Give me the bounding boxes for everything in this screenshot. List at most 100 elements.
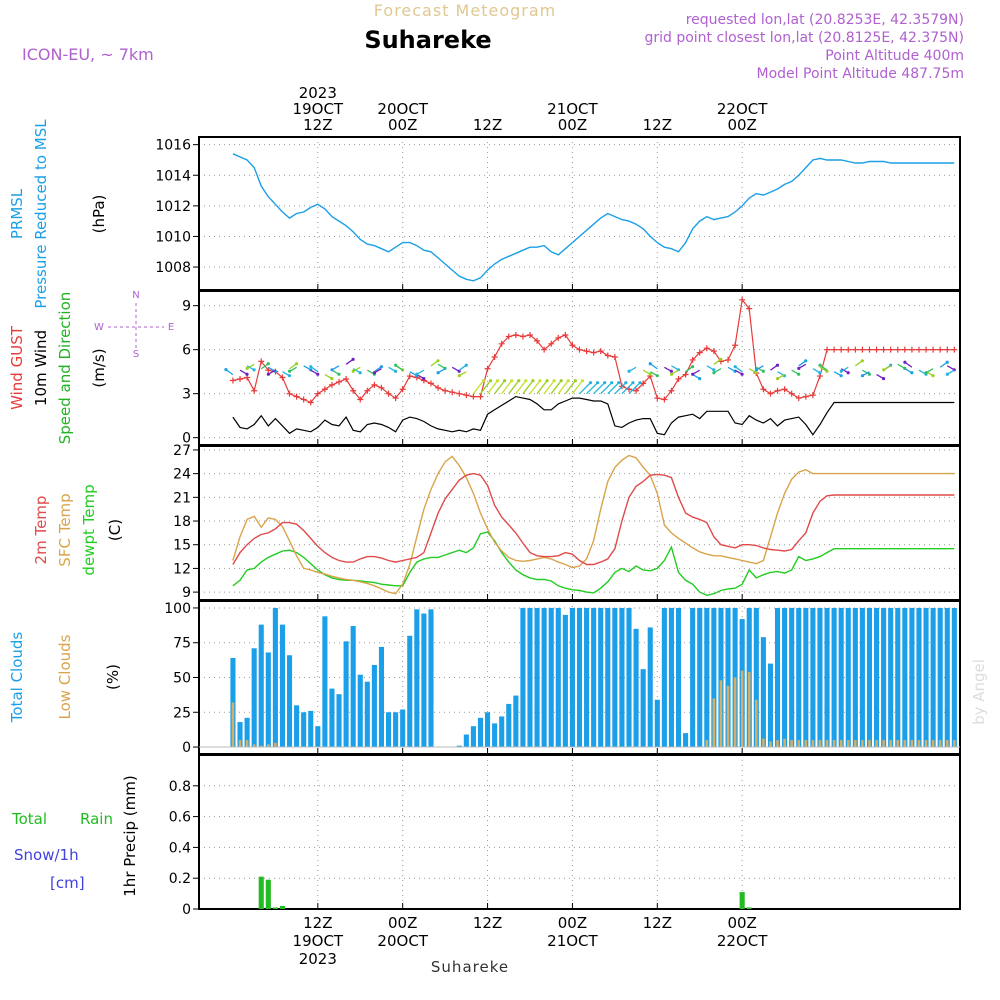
gust-marker bbox=[477, 393, 484, 400]
wind-label-10m: 10m Wind bbox=[32, 330, 50, 406]
wind-arrowhead bbox=[804, 359, 808, 363]
gust-marker bbox=[237, 376, 244, 382]
gust-marker bbox=[661, 396, 668, 403]
bottom-time-label: 12Z bbox=[643, 914, 672, 932]
wind-arrowhead bbox=[588, 381, 593, 385]
low-cloud-bar bbox=[705, 740, 709, 748]
wind-arrowhead bbox=[839, 374, 843, 378]
ytick-label: 25 bbox=[173, 705, 191, 721]
total-cloud-bar bbox=[930, 607, 936, 748]
gust-marker bbox=[788, 390, 795, 397]
gust-marker bbox=[583, 348, 590, 355]
wind-arrowhead bbox=[761, 369, 765, 373]
low-cloud-bar bbox=[924, 740, 928, 748]
total-cloud-bar bbox=[767, 663, 774, 748]
wind-arrowhead bbox=[580, 379, 585, 383]
rain-bar bbox=[739, 892, 745, 909]
ytick-label: 75 bbox=[173, 636, 191, 652]
wind-arrowhead bbox=[495, 379, 500, 383]
top-time-label: 00Z bbox=[727, 116, 756, 134]
gust-marker bbox=[541, 346, 548, 353]
total-cloud-bar bbox=[916, 607, 922, 748]
wind-arrow bbox=[614, 382, 627, 395]
gust-marker bbox=[371, 381, 378, 388]
wind-arrowhead bbox=[436, 359, 440, 363]
low-cloud-bar bbox=[790, 740, 793, 748]
total-cloud-bar bbox=[513, 695, 519, 748]
gust-marker bbox=[293, 393, 300, 400]
low-cloud-bar bbox=[719, 680, 723, 748]
low-cloud-bar bbox=[252, 744, 256, 748]
total-cloud-bar bbox=[244, 717, 250, 748]
low-cloud-bar bbox=[231, 702, 235, 748]
wind-arrowhead bbox=[924, 371, 928, 375]
wind-arrowhead bbox=[510, 379, 514, 383]
wind-arrowhead bbox=[712, 371, 716, 375]
temperature-panel: 9 12 15 18 21 24 27 bbox=[173, 443, 961, 601]
low-cloud-bar bbox=[868, 740, 871, 748]
compass-n: N bbox=[132, 290, 139, 301]
wind-arrowhead bbox=[617, 381, 621, 385]
gust-marker bbox=[689, 356, 696, 363]
gust-marker bbox=[866, 346, 873, 353]
ytick-label: 3 bbox=[182, 387, 191, 403]
gust-marker bbox=[555, 334, 562, 341]
total-cloud-bar bbox=[909, 607, 915, 748]
wind-arrow bbox=[579, 382, 591, 395]
gust-marker bbox=[385, 390, 392, 397]
low-cloud-bar bbox=[953, 740, 956, 748]
wind-arrowhead bbox=[358, 371, 362, 375]
total-cloud-bar bbox=[697, 607, 703, 748]
gust-marker bbox=[611, 354, 618, 360]
low-cloud-bar bbox=[945, 740, 949, 748]
ytick-label: 24 bbox=[173, 467, 191, 483]
wind-arrowhead bbox=[825, 369, 829, 373]
point-altitude: Point Altitude 400m bbox=[825, 48, 964, 64]
precip-label-unit: 1hr Precip (mm) bbox=[121, 775, 139, 896]
watermark: by Angel bbox=[970, 659, 988, 725]
wind-arrowhead bbox=[393, 369, 398, 373]
total-cloud-bar bbox=[782, 607, 788, 748]
compass-e: E bbox=[168, 322, 174, 333]
wind-arrowhead bbox=[266, 362, 270, 366]
ytick-label: 0.4 bbox=[169, 840, 191, 856]
wind-arrowhead bbox=[740, 372, 744, 376]
wind-arrowhead bbox=[860, 374, 865, 378]
total-cloud-bar bbox=[838, 607, 844, 748]
gust-marker bbox=[427, 380, 434, 387]
gust-marker bbox=[463, 392, 470, 399]
total-cloud-bar bbox=[789, 607, 795, 748]
total-cloud-bar bbox=[852, 607, 858, 748]
wind-arrowhead bbox=[867, 372, 871, 376]
top-time-label: 22OCT bbox=[717, 100, 768, 118]
wind-arrowhead bbox=[719, 357, 723, 361]
total-cloud-bar bbox=[407, 635, 413, 748]
total-cloud-bar bbox=[265, 652, 271, 748]
wind-arrowhead bbox=[316, 372, 320, 376]
wind-arrowhead bbox=[945, 360, 949, 364]
total-cloud-bar bbox=[414, 609, 420, 748]
wind-arrowhead bbox=[797, 366, 801, 370]
model-name: ICON-EU, ~ 7km bbox=[22, 45, 154, 64]
gust-marker bbox=[859, 346, 866, 353]
ytick-label: 0 bbox=[182, 431, 191, 447]
wind-arrow bbox=[621, 382, 634, 395]
total-cloud-bar bbox=[796, 607, 802, 748]
wind-arrow bbox=[529, 380, 541, 395]
total-cloud-bar bbox=[803, 607, 809, 748]
wind-arrow bbox=[557, 380, 569, 395]
low-cloud-bar bbox=[733, 677, 737, 748]
gust-marker bbox=[887, 346, 894, 353]
ytick-label: 0.2 bbox=[169, 871, 191, 887]
total-cloud-bar bbox=[279, 624, 286, 748]
gust-marker bbox=[229, 377, 236, 384]
wind-arrowhead bbox=[566, 379, 570, 383]
gust-marker bbox=[498, 340, 505, 347]
total-cloud-bar bbox=[520, 607, 526, 748]
total-cloud-bar bbox=[499, 716, 505, 748]
wind-arrow bbox=[543, 380, 555, 395]
top-time-label: 00Z bbox=[388, 116, 417, 134]
bottom-time-label: 22OCT bbox=[717, 932, 768, 950]
total-cloud-bar bbox=[329, 688, 335, 748]
